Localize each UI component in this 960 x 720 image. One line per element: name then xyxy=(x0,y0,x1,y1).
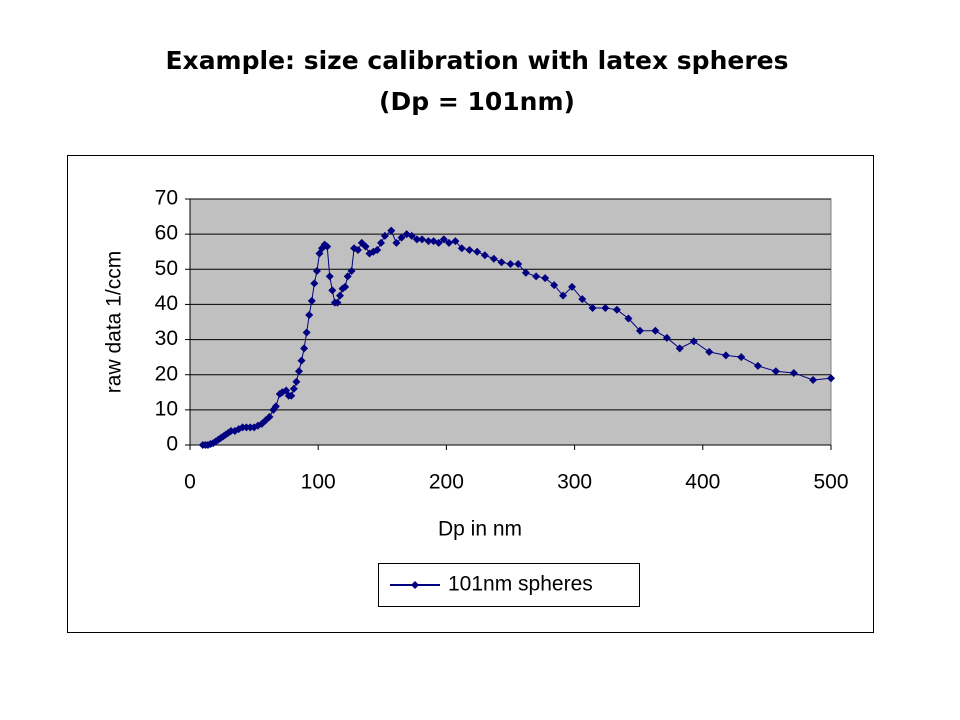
data-point xyxy=(392,238,401,247)
data-point xyxy=(292,377,301,386)
data-point xyxy=(439,235,448,244)
legend-label: 101nm spheres xyxy=(448,573,593,596)
data-point xyxy=(451,237,460,246)
data-point xyxy=(521,268,530,277)
data-point xyxy=(343,272,352,281)
data-point xyxy=(827,374,835,383)
data-point xyxy=(333,298,342,307)
data-point xyxy=(407,231,416,240)
data-point xyxy=(418,235,427,244)
x-tick-label: 0 xyxy=(184,471,196,494)
data-point xyxy=(302,328,311,337)
data-point xyxy=(568,282,577,291)
data-point xyxy=(300,344,309,353)
data-point xyxy=(347,267,356,276)
data-point xyxy=(434,238,443,247)
data-point xyxy=(380,231,389,240)
data-point xyxy=(721,351,730,360)
data-point xyxy=(325,272,334,281)
y-tick-label: 60 xyxy=(155,222,178,245)
data-point xyxy=(397,233,406,242)
data-point xyxy=(361,242,370,251)
y-tick-label: 30 xyxy=(155,327,178,350)
y-tick-label: 0 xyxy=(166,433,178,456)
data-point xyxy=(297,356,306,365)
data-point xyxy=(341,282,350,291)
data-point xyxy=(489,254,498,263)
data-point xyxy=(624,314,633,323)
x-axis-label: Dp in nm xyxy=(438,518,522,541)
data-point xyxy=(809,375,818,384)
data-point xyxy=(377,238,386,247)
data-point xyxy=(612,305,621,314)
data-point xyxy=(480,251,489,260)
x-tick-label: 200 xyxy=(429,471,464,494)
data-point xyxy=(588,303,597,312)
data-point xyxy=(457,244,466,253)
y-tick-label: 40 xyxy=(155,292,178,315)
data-point xyxy=(328,286,337,295)
data-point xyxy=(312,267,321,276)
data-point xyxy=(473,247,482,256)
x-tick-label: 100 xyxy=(301,471,336,494)
data-point xyxy=(373,245,382,254)
data-point xyxy=(789,368,798,377)
data-point xyxy=(271,402,280,411)
data-point xyxy=(635,326,644,335)
x-tick-label: 300 xyxy=(557,471,592,494)
data-point xyxy=(323,242,332,251)
data-point xyxy=(265,412,274,421)
data-point xyxy=(506,260,515,269)
data-point xyxy=(287,391,296,400)
data-point xyxy=(497,258,506,267)
data-point xyxy=(387,226,396,235)
y-tick-label: 10 xyxy=(155,397,178,420)
x-tick-label: 400 xyxy=(685,471,720,494)
data-point xyxy=(737,353,746,362)
data-point xyxy=(559,291,568,300)
y-tick-label: 50 xyxy=(155,257,178,280)
data-point xyxy=(601,303,610,312)
data-point xyxy=(532,272,541,281)
data-point xyxy=(294,367,303,376)
data-point xyxy=(771,367,780,376)
data-point xyxy=(578,295,587,304)
data-point xyxy=(514,260,523,269)
legend-marker xyxy=(411,581,419,589)
y-axis-label: raw data 1/ccm xyxy=(103,251,126,393)
data-point xyxy=(753,361,762,370)
data-point xyxy=(444,238,453,247)
chart-title: Example: size calibration with latex sph… xyxy=(165,46,788,75)
data-point xyxy=(662,333,671,342)
data-point xyxy=(550,281,559,290)
data-point xyxy=(310,279,319,288)
data-point xyxy=(412,235,421,244)
data-point xyxy=(335,291,344,300)
data-point xyxy=(465,245,474,254)
plot-area xyxy=(189,198,832,446)
data-point xyxy=(307,296,316,305)
y-tick-label: 20 xyxy=(155,362,178,385)
data-point xyxy=(424,237,433,246)
data-point xyxy=(689,337,698,346)
y-tick-label: 70 xyxy=(155,187,178,210)
data-point xyxy=(289,384,298,393)
chart-subtitle: (Dp = 101nm) xyxy=(379,87,575,116)
data-point xyxy=(305,310,314,319)
data-point xyxy=(705,347,714,356)
data-point xyxy=(353,245,362,254)
data-point xyxy=(675,344,684,353)
data-point xyxy=(651,326,660,335)
data-point xyxy=(541,274,550,283)
x-tick-label: 500 xyxy=(813,471,848,494)
